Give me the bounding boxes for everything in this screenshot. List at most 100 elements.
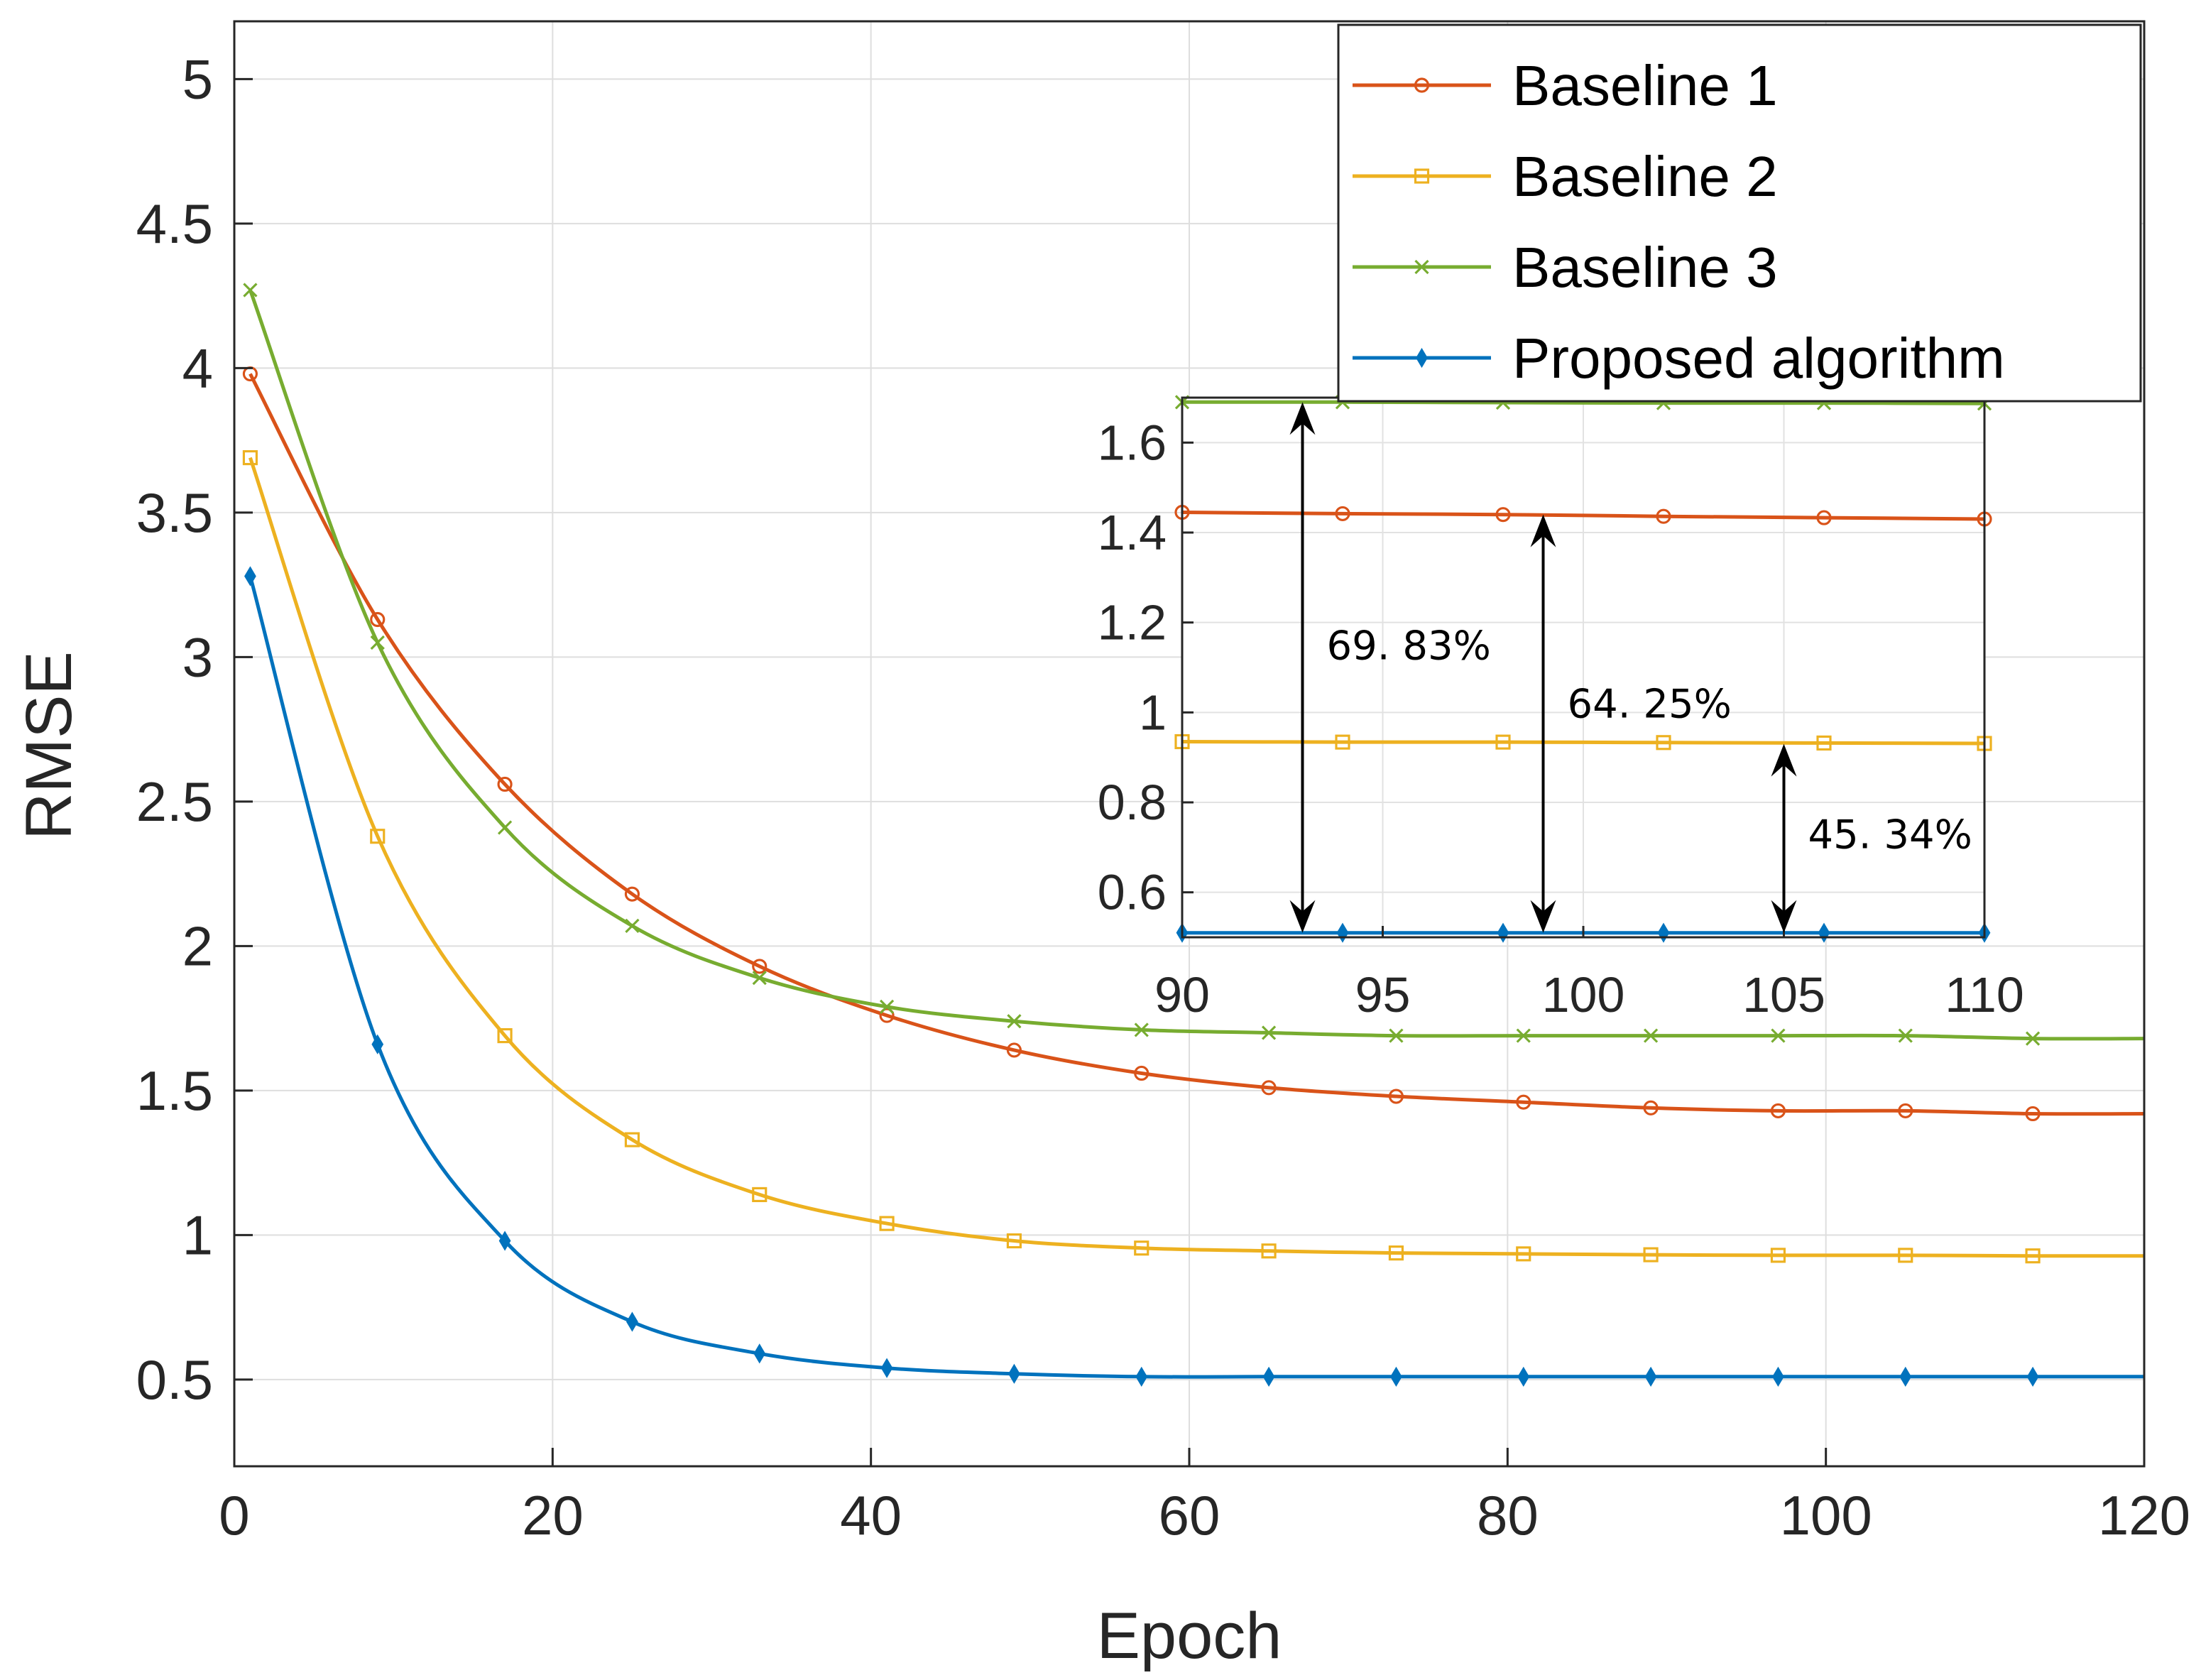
legend-label-proposed-algorithm: Proposed algorithm <box>1512 327 2005 390</box>
y-tick-label-0-5: 0.5 <box>136 1348 213 1411</box>
point-baseline-3-97 <box>1771 1028 1786 1043</box>
point-proposed-algorithm-25 <box>626 1311 638 1332</box>
point-baseline-2-105 <box>1898 1248 1913 1263</box>
series-baseline-3 <box>243 283 2145 1046</box>
point-baseline-3-57-stroke-b <box>1134 1022 1149 1037</box>
inset-point-proposed-algorithm-106 <box>1818 922 1830 943</box>
point-baseline-3-17-stroke-b <box>497 820 513 835</box>
point-baseline-3-105 <box>1898 1028 1913 1043</box>
point-baseline-1-105 <box>1898 1103 1913 1118</box>
point-proposed-algorithm-89 <box>1644 1366 1657 1387</box>
point-baseline-3-9 <box>370 635 385 650</box>
point-baseline-2-73 <box>1388 1245 1404 1261</box>
point-baseline-1-89 <box>1643 1100 1659 1116</box>
legend-marker-baseline-1 <box>1414 77 1430 93</box>
inset-x-tick-label-105: 105 <box>1742 967 1825 1022</box>
series-baseline-2 <box>242 449 2145 1264</box>
point-baseline-2-9 <box>370 829 386 844</box>
point-baseline-3-65-stroke-b <box>1261 1025 1277 1040</box>
inset-point-baseline-1-94 <box>1335 506 1350 521</box>
x-tick-label-120: 120 <box>2098 1484 2190 1547</box>
x-tick-label-20: 20 <box>522 1484 584 1547</box>
point-baseline-2-97 <box>1770 1248 1786 1263</box>
point-proposed-algorithm-81 <box>1517 1366 1530 1387</box>
annotation-arrowhead-down-3 <box>1771 900 1797 933</box>
inset-y-tick-label-0-8: 0.8 <box>1098 775 1167 830</box>
point-baseline-3-81-stroke-b <box>1516 1028 1531 1043</box>
inset-series-line-baseline-2 <box>1181 740 1985 746</box>
inset-x-tick-label-90: 90 <box>1154 967 1210 1022</box>
point-baseline-1-33 <box>752 959 768 974</box>
point-baseline-2-89 <box>1643 1247 1659 1262</box>
inset-point-baseline-1-98 <box>1495 507 1511 523</box>
point-proposed-algorithm-73 <box>1390 1366 1402 1387</box>
point-baseline-2-49 <box>1006 1233 1022 1249</box>
point-proposed-algorithm-9 <box>371 1034 384 1054</box>
series-line-baseline-2 <box>248 457 2145 1258</box>
y-tick-label-1-5: 1.5 <box>136 1059 213 1122</box>
point-baseline-3-41 <box>879 999 895 1014</box>
point-baseline-3-49 <box>1007 1014 1022 1029</box>
point-baseline-2-81 <box>1516 1246 1531 1262</box>
inset-series-baseline-1 <box>1174 504 1992 527</box>
annotation-arrowhead-down-1 <box>1289 900 1316 933</box>
annotation-arrowhead-down-2 <box>1530 900 1556 933</box>
point-baseline-1-81 <box>1516 1094 1531 1110</box>
legend-entry-baseline-2: Baseline 2 <box>1353 145 1778 208</box>
legend-marker-baseline-2 <box>1414 168 1430 184</box>
inset-point-proposed-algorithm-98 <box>1497 922 1509 943</box>
inset-x-tick-label-110: 110 <box>1945 967 2024 1022</box>
point-baseline-3-105-stroke-b <box>1898 1028 1913 1043</box>
y-tick-label-2: 2 <box>182 915 213 977</box>
point-baseline-1-57 <box>1134 1065 1149 1081</box>
series-line-proposed-algorithm <box>248 575 2144 1379</box>
point-baseline-1-9 <box>370 611 386 628</box>
series-proposed-algorithm <box>244 566 2144 1387</box>
inset-point-baseline-2-98 <box>1495 734 1511 750</box>
point-baseline-3-25-stroke-b <box>625 918 640 934</box>
inset-point-baseline-2-94 <box>1335 734 1350 750</box>
point-baseline-1-65 <box>1261 1080 1277 1096</box>
point-baseline-3-113 <box>2025 1031 2041 1046</box>
x-tick-label-100: 100 <box>1780 1484 1872 1547</box>
annotation-arrowhead-up-2 <box>1530 514 1556 547</box>
point-baseline-3-1 <box>243 283 258 298</box>
legend-entry-baseline-1: Baseline 1 <box>1353 54 1778 117</box>
inset-x-tick-label-95: 95 <box>1355 967 1411 1022</box>
inset-point-baseline-1-102 <box>1656 508 1671 524</box>
point-baseline-2-113 <box>2025 1248 2041 1264</box>
y-axis-title: RMSE <box>13 651 85 840</box>
legend-entry-proposed-algorithm: Proposed algorithm <box>1353 327 2005 390</box>
y-tick-label-4-5: 4.5 <box>136 192 213 255</box>
y-tick-label-2-5: 2.5 <box>136 770 213 833</box>
annotation-1: 69. 83% <box>1289 402 1491 933</box>
point-proposed-algorithm-41 <box>880 1358 893 1378</box>
y-tick-label-1: 1 <box>182 1204 213 1266</box>
legend-marker-baseline-3 <box>1414 259 1429 275</box>
annotation-2: 64. 25% <box>1530 514 1732 933</box>
point-proposed-algorithm-33 <box>753 1343 766 1364</box>
x-tick-label-80: 80 <box>1477 1484 1539 1547</box>
point-baseline-3-65 <box>1261 1025 1277 1040</box>
point-baseline-3-73 <box>1389 1028 1404 1043</box>
inset-annotations: 69. 83% 64. 25% 45. 34% <box>1289 402 1972 933</box>
inset-y-tick-label-1-6: 1.6 <box>1098 415 1167 470</box>
inset-point-baseline-1-106 <box>1816 510 1832 525</box>
point-baseline-3-25 <box>625 918 640 934</box>
point-baseline-1-113 <box>2025 1106 2041 1122</box>
legend-marker-baseline-3-stroke-b <box>1414 259 1429 275</box>
inset-zoom: 90 95 100 105 110 0.6 0.8 1 1.2 1.4 1.6 69. 83% 64.… <box>1098 395 2024 1022</box>
point-baseline-3-89 <box>1643 1028 1659 1043</box>
inset-point-proposed-algorithm-102 <box>1657 922 1670 943</box>
point-baseline-2-25 <box>624 1132 640 1147</box>
annotation-3: 45. 34% <box>1771 743 1972 933</box>
x-axis-ticks: 0 20 40 60 80 100 120 <box>219 1448 2190 1547</box>
point-baseline-3-17 <box>497 820 513 835</box>
point-baseline-3-49-stroke-b <box>1007 1014 1022 1029</box>
point-baseline-2-1 <box>242 449 258 466</box>
legend-box <box>1337 23 2142 403</box>
legend-label-baseline-2: Baseline 2 <box>1512 145 1778 208</box>
point-baseline-3-41-stroke-b <box>879 999 895 1014</box>
point-baseline-3-97-stroke-b <box>1771 1028 1786 1043</box>
